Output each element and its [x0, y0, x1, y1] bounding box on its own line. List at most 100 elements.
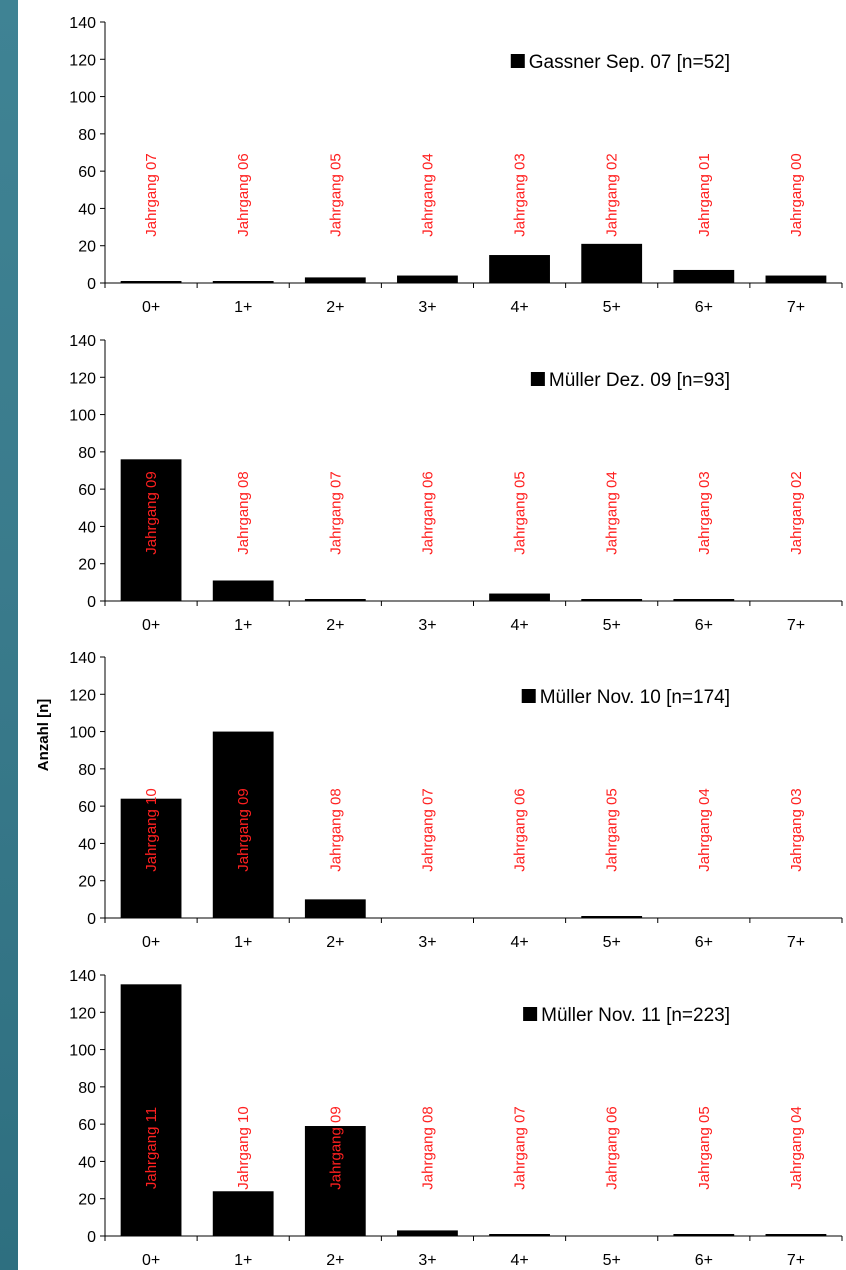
x-category-label: 5+ — [603, 1252, 621, 1269]
bar — [120, 984, 182, 1236]
bar — [489, 255, 550, 283]
y-tick-label: 140 — [69, 333, 96, 350]
x-category-label: 7+ — [787, 934, 805, 951]
bar-year-label: Jahrgang 10 — [143, 788, 160, 871]
y-tick-label: 0 — [87, 1229, 96, 1246]
y-tick-label: 80 — [78, 127, 96, 144]
legend-text: Gassner Sep. 07 [n=52] — [529, 52, 730, 73]
bar-year-label: Jahrgang 06 — [512, 788, 529, 871]
bar — [304, 899, 366, 918]
x-category-label: 6+ — [695, 617, 713, 634]
bar-year-label: Jahrgang 07 — [327, 471, 344, 554]
x-category-label: 5+ — [603, 617, 621, 634]
bar — [581, 599, 643, 601]
legend-text: Müller Dez. 09 [n=93] — [549, 370, 730, 391]
y-tick-label: 40 — [78, 201, 96, 218]
legend-swatch — [523, 1007, 538, 1021]
bar-year-label: Jahrgang 09 — [327, 1106, 344, 1189]
x-category-label: 6+ — [695, 299, 713, 316]
bar-year-label: Jahrgang 09 — [235, 788, 252, 871]
y-tick-label: 80 — [78, 762, 96, 779]
x-category-label: 3+ — [418, 299, 436, 316]
y-tick-label: 140 — [69, 650, 96, 667]
y-tick-label: 100 — [69, 725, 96, 742]
y-tick-label: 140 — [69, 15, 96, 32]
x-category-label: 1+ — [234, 299, 252, 316]
x-category-label: 7+ — [787, 617, 805, 634]
x-category-label: 3+ — [418, 617, 436, 634]
x-category-label: 0+ — [142, 617, 160, 634]
bar — [212, 1191, 274, 1236]
bar-year-label: Jahrgang 10 — [235, 1106, 252, 1189]
y-tick-label: 20 — [78, 874, 96, 891]
bar-year-label: Jahrgang 06 — [419, 471, 436, 554]
y-tick-label: 100 — [69, 1043, 96, 1060]
bar — [397, 1230, 458, 1236]
bar-year-label: Jahrgang 04 — [604, 471, 621, 554]
bar — [212, 731, 274, 918]
x-category-label: 0+ — [142, 934, 160, 951]
bar-year-label: Jahrgang 07 — [419, 788, 436, 871]
bar-year-label: Jahrgang 08 — [419, 1106, 436, 1189]
x-category-label: 4+ — [510, 1252, 528, 1269]
x-category-label: 4+ — [510, 617, 528, 634]
x-category-label: 2+ — [326, 617, 344, 634]
y-tick-label: 40 — [78, 836, 96, 853]
bar — [489, 1234, 550, 1236]
bar — [673, 269, 735, 283]
bar-year-label: Jahrgang 03 — [788, 788, 805, 871]
bar — [212, 580, 274, 601]
bar-year-label: Jahrgang 04 — [419, 153, 436, 236]
y-tick-label: 80 — [78, 445, 96, 462]
x-category-label: 6+ — [695, 1252, 713, 1269]
bar-year-label: Jahrgang 04 — [788, 1106, 805, 1189]
y-tick-label: 40 — [78, 519, 96, 536]
bar — [489, 593, 550, 601]
y-tick-label: 60 — [78, 799, 96, 816]
y-tick-label: 0 — [87, 594, 96, 611]
bar — [304, 599, 366, 601]
y-tick-label: 120 — [69, 687, 96, 704]
bar-year-label: Jahrgang 06 — [235, 153, 252, 236]
bar-year-label: Jahrgang 03 — [696, 471, 713, 554]
x-category-label: 4+ — [510, 299, 528, 316]
bar-year-label: Jahrgang 08 — [235, 471, 252, 554]
bar — [120, 798, 182, 918]
x-category-label: 2+ — [326, 299, 344, 316]
y-tick-label: 60 — [78, 482, 96, 499]
bar — [212, 281, 274, 283]
bar-year-label: Jahrgang 09 — [143, 471, 160, 554]
x-category-label: 1+ — [234, 1252, 252, 1269]
x-category-label: 6+ — [695, 934, 713, 951]
x-category-label: 5+ — [603, 299, 621, 316]
y-tick-label: 20 — [78, 1192, 96, 1209]
x-category-label: 2+ — [326, 1252, 344, 1269]
bar — [581, 916, 643, 918]
chart-sheet: Anzahl [n] 0 20 40 60 80 100 120 140 0+ Jahrgang … — [18, 0, 846, 1270]
y-tick-label: 120 — [69, 370, 96, 387]
bar-year-label: Jahrgang 04 — [696, 788, 713, 871]
y-axis-label: Anzahl [n] — [35, 699, 52, 772]
bar-year-label: Jahrgang 06 — [604, 1106, 621, 1189]
x-category-label: 1+ — [234, 617, 252, 634]
x-category-label: 0+ — [142, 1252, 160, 1269]
bar-year-label: Jahrgang 02 — [604, 153, 621, 236]
bar-year-label: Jahrgang 07 — [512, 1106, 529, 1189]
x-category-label: 4+ — [510, 934, 528, 951]
y-tick-label: 80 — [78, 1080, 96, 1097]
x-category-label: 7+ — [787, 1252, 805, 1269]
bar-year-label: Jahrgang 03 — [512, 153, 529, 236]
legend-swatch — [521, 689, 536, 703]
x-category-label: 1+ — [234, 934, 252, 951]
y-tick-label: 120 — [69, 52, 96, 69]
bar-year-label: Jahrgang 11 — [143, 1107, 160, 1189]
bar-year-label: Jahrgang 05 — [604, 788, 621, 871]
y-tick-label: 60 — [78, 164, 96, 181]
bar-year-label: Jahrgang 08 — [327, 788, 344, 871]
y-tick-label: 120 — [69, 1005, 96, 1022]
bar-year-label: Jahrgang 02 — [788, 471, 805, 554]
bar — [581, 243, 643, 283]
x-category-label: 3+ — [418, 1252, 436, 1269]
bar-year-label: Jahrgang 07 — [143, 153, 160, 236]
y-tick-label: 100 — [69, 90, 96, 107]
